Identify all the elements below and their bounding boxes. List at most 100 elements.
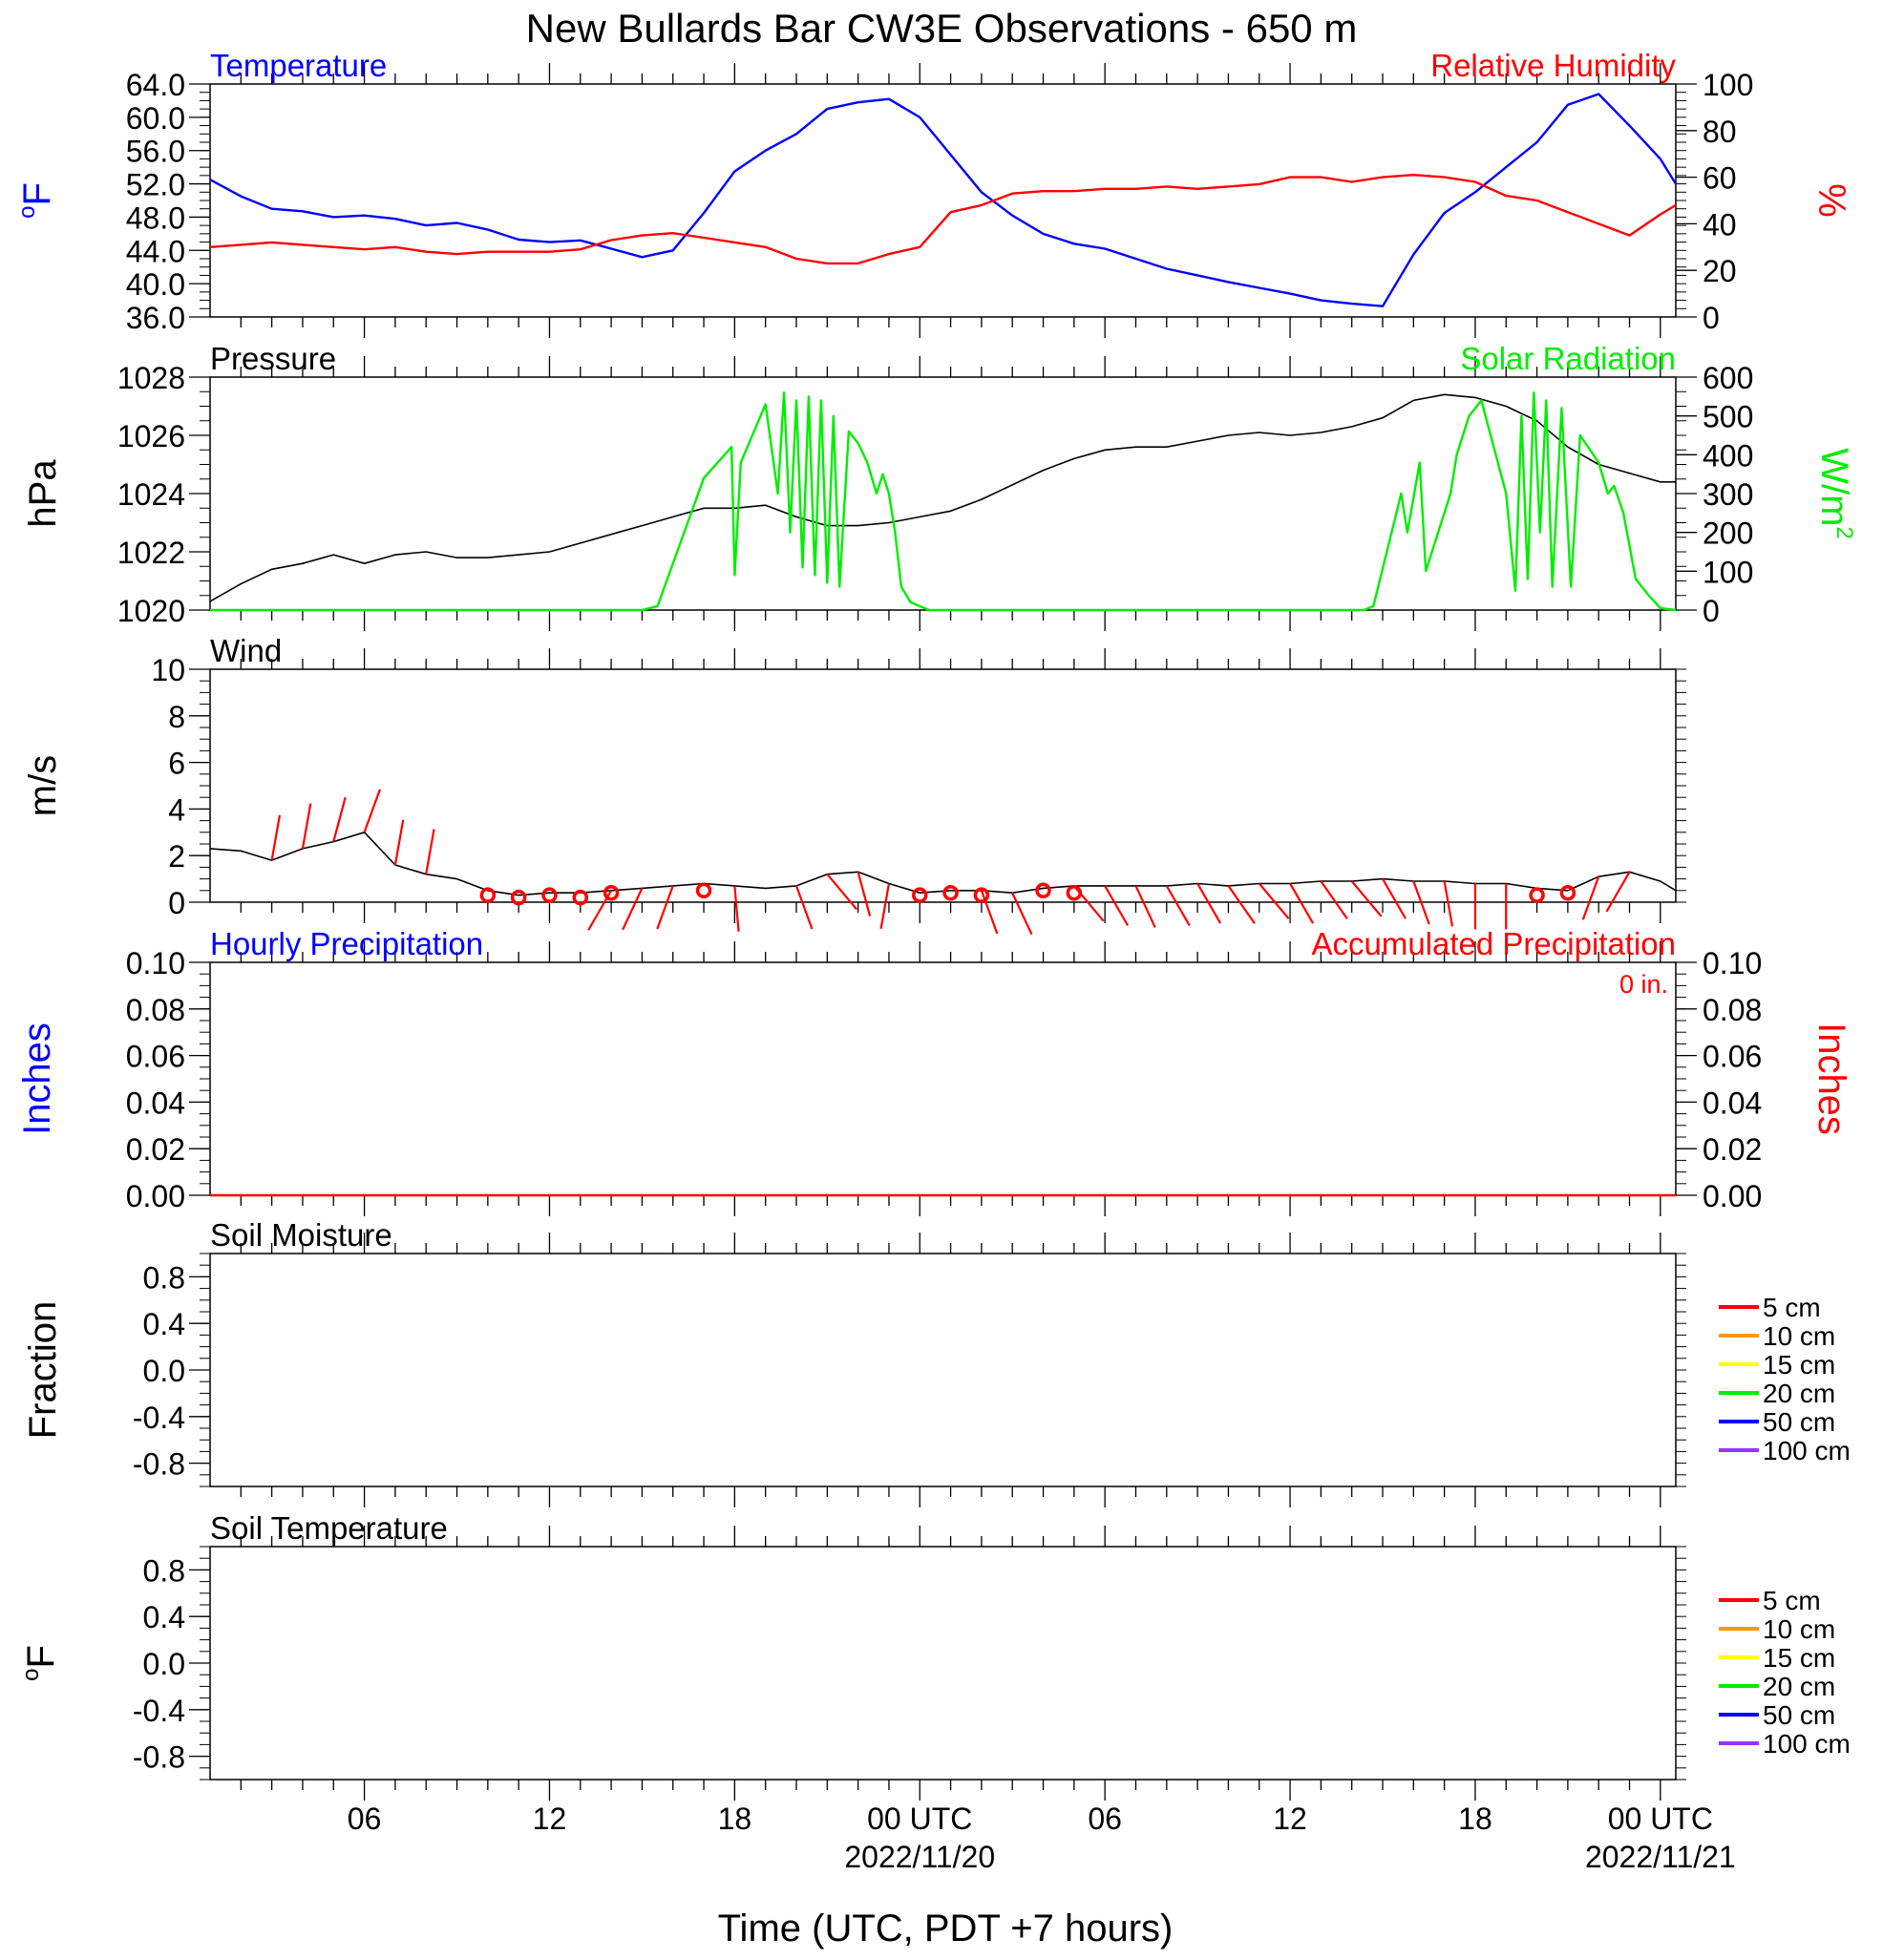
panels: 36.040.044.048.052.056.060.064.002040608… (14, 48, 1857, 1874)
series-temperature (209, 93, 1678, 307)
x-tick-label: 06 (1088, 1802, 1122, 1836)
y-left-axis-label: oF (14, 182, 58, 219)
accumulated-total-label: 0 in. (1619, 970, 1668, 999)
y-right-tick-label: 0.06 (1703, 1040, 1762, 1074)
y-right-tick-label: 100 (1703, 68, 1753, 102)
wind-barbs (270, 789, 1631, 936)
calm-marker (1559, 884, 1576, 901)
legend-label: 5 cm (1763, 1293, 1821, 1322)
series-wind-points (209, 832, 1677, 896)
calm-marker (541, 887, 558, 903)
calm-marker (695, 882, 712, 899)
y-left-tick-label: 8 (168, 700, 185, 734)
wind-barb (1412, 880, 1430, 925)
y-right-tick-label: 600 (1703, 361, 1753, 395)
calm-marker (1066, 884, 1083, 901)
wind-barb (733, 885, 740, 932)
wind-barb (826, 874, 858, 911)
wind-barb (1443, 880, 1454, 927)
y-right-tick-label: 0.10 (1703, 946, 1762, 980)
x-tick-label: 18 (1458, 1802, 1492, 1836)
calm-marker (912, 887, 928, 903)
wind-barb (1196, 882, 1222, 924)
series-wind (209, 831, 1677, 896)
legend-label: 50 cm (1763, 1407, 1835, 1437)
y-left-axis-label: Inches (16, 1022, 58, 1135)
y-left-tick-label: 0.4 (143, 1307, 185, 1341)
x-tick-label: 18 (718, 1802, 752, 1836)
x-tick-date-label: 2022/11/20 (844, 1840, 995, 1874)
calm-marker (1035, 882, 1051, 899)
y-left-tick-label: -0.4 (133, 1694, 185, 1728)
wind-barb (1227, 885, 1256, 924)
y-right-tick-label: 400 (1703, 438, 1753, 473)
wind-barb (857, 871, 872, 917)
figure-title: New Bullards Bar CW3E Observations - 650… (526, 6, 1358, 51)
y-right-tick-label: 0 (1703, 594, 1720, 628)
plot-frame (209, 83, 1677, 318)
legend-label: 20 cm (1763, 1379, 1835, 1408)
y-left-tick-label: -0.8 (133, 1447, 185, 1482)
x-tick-date-label: 2022/11/21 (1585, 1840, 1736, 1874)
y-left-axis-label: oF (18, 1645, 62, 1681)
wind-barb (301, 803, 312, 850)
wind-barb (1350, 880, 1383, 917)
y-right-tick-label: 100 (1703, 555, 1753, 589)
y-left-tick-label: 0.10 (126, 946, 185, 980)
series-pressure-points (209, 394, 1677, 601)
y-left-tick-label: 0.0 (143, 1354, 185, 1388)
wind-barb (1320, 880, 1348, 919)
panel-precip: 0.00 0.02 0.04 0.06 0.08 0.10 0.00 0.02 0.04 0.06… (16, 926, 1852, 1216)
y-left-tick-label: 0.04 (126, 1085, 185, 1120)
y-right-tick-label: 80 (1703, 115, 1737, 149)
x-tick-label: 12 (533, 1802, 567, 1836)
calm-marker (479, 887, 497, 903)
series-relative-humidity-points (209, 175, 1677, 263)
y-left-axis-label: m/s (22, 755, 64, 816)
calm-marker (603, 884, 620, 901)
legend-label: 10 cm (1763, 1321, 1835, 1351)
y-left-tick-label: 1028 (117, 361, 185, 395)
calm-markers (479, 882, 1576, 906)
calm-marker (942, 884, 959, 901)
calm-marker (572, 889, 589, 906)
y-right-tick-label: 0.02 (1703, 1132, 1762, 1167)
y-left-tick-label: 0.06 (126, 1040, 185, 1074)
wind-barb (1011, 892, 1033, 936)
wind-barb (980, 890, 999, 935)
y-left-tick-label: 0.4 (143, 1600, 185, 1634)
plot-frame (209, 376, 1677, 611)
y-left-tick-label: 52.0 (126, 168, 185, 202)
wind-barb (622, 887, 644, 931)
wind-barb (1134, 885, 1156, 928)
y-left-tick-label: 0.00 (126, 1179, 185, 1213)
y-right-tick-label: 40 (1703, 207, 1737, 242)
wind-barb (1258, 882, 1290, 919)
panel-left-title: Hourly Precipitation (210, 926, 483, 961)
panel-left-title: Pressure (210, 341, 336, 376)
wind-barb (879, 883, 891, 929)
panel-pressure-solar: 1020 1022 1024 1026 1028 0 100 200 300 400 500 600 P… (22, 341, 1857, 631)
wind-barb (1104, 885, 1130, 927)
legend-label: 5 cm (1763, 1586, 1821, 1615)
x-tick-label: 00 UTC (1608, 1802, 1713, 1836)
y-left-tick-label: 0.8 (143, 1260, 185, 1295)
y-left-tick-label: 0 (168, 886, 185, 920)
wind-barb (363, 789, 382, 833)
panel-left-title: Wind (210, 633, 282, 668)
series-pressure (209, 393, 1676, 602)
y-right-tick-label: 60 (1703, 161, 1737, 196)
panel-soil-moisture: -0.8 -0.4 0.0 0.4 0.8 Soil Moisture Fraction 5 … (22, 1217, 1851, 1507)
calm-marker (973, 887, 990, 903)
legend-label: 100 cm (1763, 1729, 1851, 1759)
legend-label: 100 cm (1763, 1436, 1851, 1465)
legend-label: 15 cm (1763, 1350, 1835, 1380)
calm-marker (1529, 887, 1545, 903)
plot-frame (209, 668, 1677, 903)
wind-barb (332, 796, 347, 842)
series-temperature-points (209, 94, 1677, 306)
y-left-tick-label: 36.0 (126, 301, 185, 335)
y-right-tick-label: 500 (1703, 400, 1753, 434)
